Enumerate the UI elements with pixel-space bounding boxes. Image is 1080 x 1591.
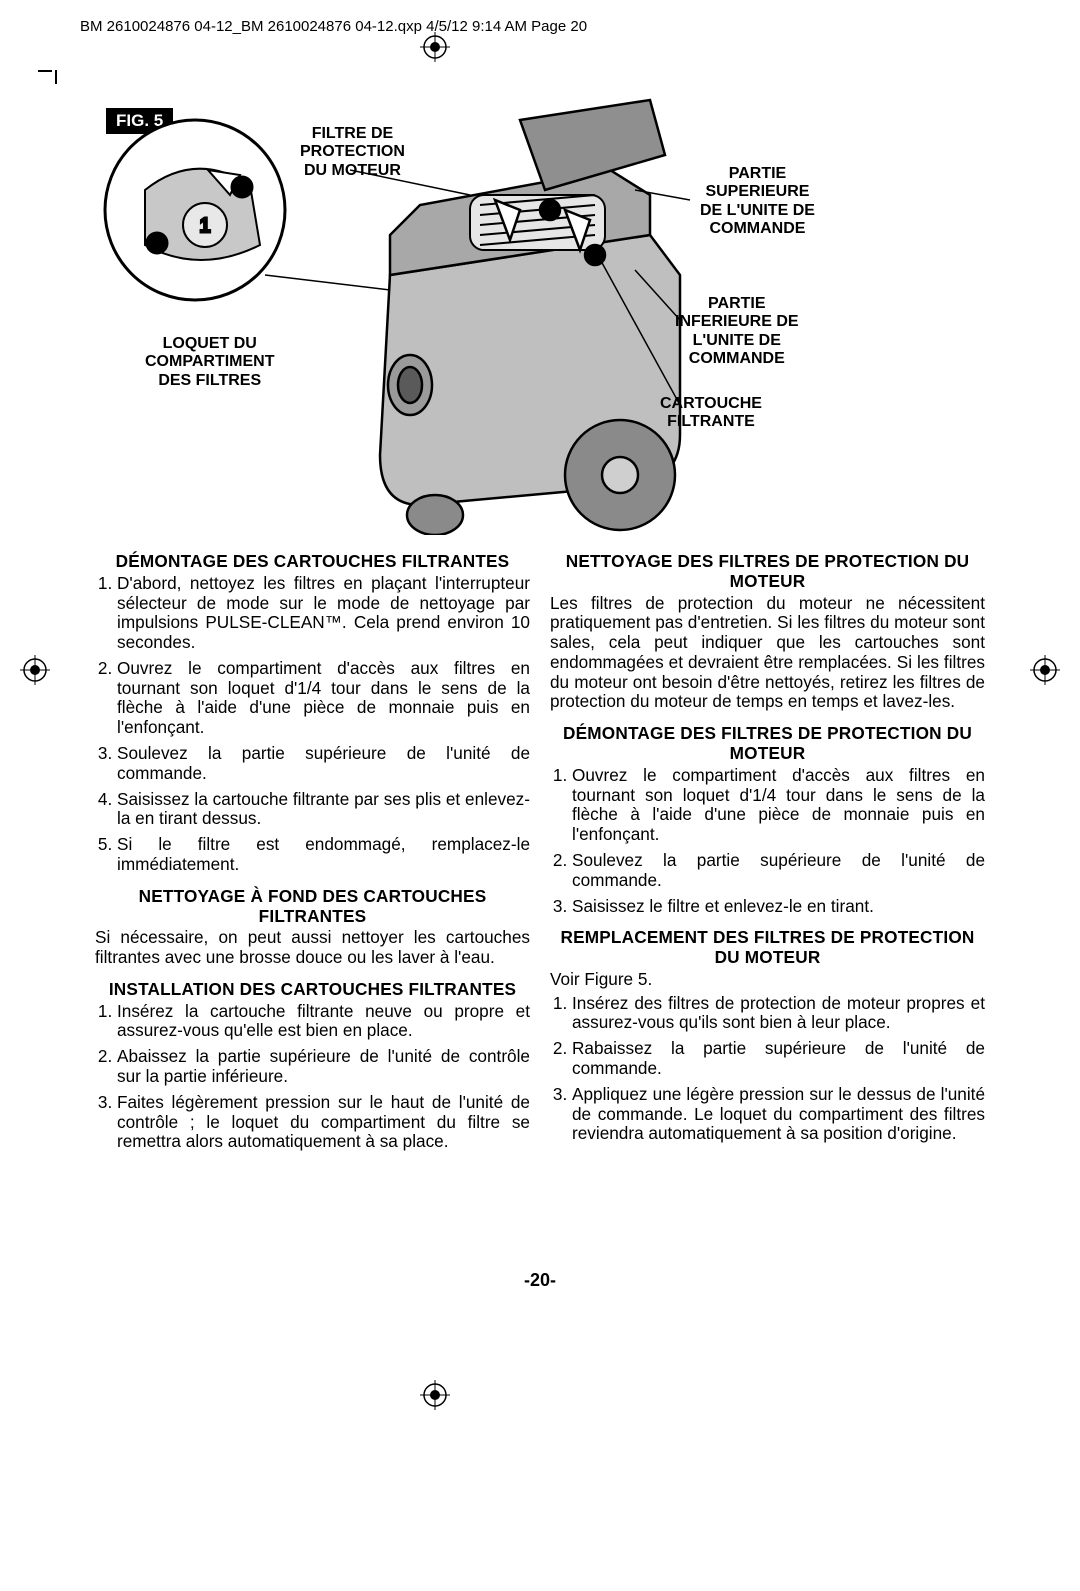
list-item: Si le filtre est endommagé, remplacez-le… xyxy=(117,835,530,875)
crop-line xyxy=(38,70,52,72)
list-item: Insérez des filtres de protection de mot… xyxy=(572,994,985,1034)
list-item: Ouvrez le compartiment d'accès aux filtr… xyxy=(572,766,985,845)
callout-cartridge: CARTOUCHEFILTRANTE xyxy=(660,395,762,432)
list-item: D'abord, nettoyez les filtres en plaçant… xyxy=(117,574,530,653)
callout-latch: LOQUET DUCOMPARTIMENTDES FILTRES xyxy=(145,335,274,390)
heading-deep-clean: NETTOYAGE À FOND DES CARTOUCHES FILTRANT… xyxy=(95,887,530,927)
list-item: Insérez la cartouche filtrante neuve ou … xyxy=(117,1002,530,1042)
crop-line xyxy=(55,70,57,84)
figure-5: 4 3 1 2 1 xyxy=(90,95,990,535)
para-see-figure: Voir Figure 5. xyxy=(550,970,985,990)
heading-install-cartridges: INSTALLATION DES CARTOUCHES FILTRANTES xyxy=(95,980,530,1000)
list-replace-motor-filters: Insérez des filtres de protection de mot… xyxy=(550,994,985,1144)
page-number: -20- xyxy=(0,1270,1080,1291)
list-item: Saisissez le filtre et enlevez-le en tir… xyxy=(572,897,985,917)
list-item: Soulevez la partie supérieure de l'unité… xyxy=(117,744,530,784)
text-columns: DÉMONTAGE DES CARTOUCHES FILTRANTES D'ab… xyxy=(95,540,985,1158)
print-header: BM 2610024876 04-12_BM 2610024876 04-12.… xyxy=(80,18,587,35)
heading-clean-motor-filters: NETTOYAGE DES FILTRES DE PROTECTION DU M… xyxy=(550,552,985,592)
para-clean-motor-filters: Les filtres de protection du moteur ne n… xyxy=(550,594,985,713)
left-column: DÉMONTAGE DES CARTOUCHES FILTRANTES D'ab… xyxy=(95,540,530,1158)
list-item: Appliquez une légère pression sur le des… xyxy=(572,1085,985,1144)
svg-text:1: 1 xyxy=(199,215,210,237)
heading-replace-motor-filters: REMPLACEMENT DES FILTRES DE PROTECTION D… xyxy=(550,928,985,968)
heading-demount-cartridges: DÉMONTAGE DES CARTOUCHES FILTRANTES xyxy=(95,552,530,572)
registration-mark-bottom xyxy=(420,1380,450,1410)
list-demount-cartridges: D'abord, nettoyez les filtres en plaçant… xyxy=(95,574,530,875)
svg-text:4: 4 xyxy=(546,203,554,218)
list-item: Saisissez la cartouche filtrante par ses… xyxy=(117,790,530,830)
list-item: Faites légèrement pression sur le haut d… xyxy=(117,1093,530,1152)
right-column: NETTOYAGE DES FILTRES DE PROTECTION DU M… xyxy=(550,540,985,1158)
callout-top-unit: PARTIESUPERIEUREDE L'UNITE DECOMMANDE xyxy=(700,165,815,239)
list-item: Abaissez la partie supérieure de l'unité… xyxy=(117,1047,530,1087)
registration-mark-right xyxy=(1030,655,1060,685)
list-item: Ouvrez le compartiment d'accès aux filtr… xyxy=(117,659,530,738)
registration-mark-left xyxy=(20,655,50,685)
registration-mark-top xyxy=(420,32,450,62)
callout-bottom-unit: PARTIEINFERIEURE DEL'UNITE DECOMMANDE xyxy=(675,295,799,369)
list-install-cartridges: Insérez la cartouche filtrante neuve ou … xyxy=(95,1002,530,1152)
callout-filter-motor: FILTRE DEPROTECTIONDU MOTEUR xyxy=(300,125,405,180)
list-demount-motor-filters: Ouvrez le compartiment d'accès aux filtr… xyxy=(550,766,985,916)
para-deep-clean: Si nécessaire, on peut aussi nettoyer le… xyxy=(95,928,530,968)
svg-text:2: 2 xyxy=(238,180,245,195)
list-item: Soulevez la partie supérieure de l'unité… xyxy=(572,851,985,891)
figure-illustration: 4 3 1 2 1 xyxy=(90,95,990,535)
page: BM 2610024876 04-12_BM 2610024876 04-12.… xyxy=(0,0,1080,1591)
list-item: Rabaissez la partie supérieure de l'unit… xyxy=(572,1039,985,1079)
svg-text:1: 1 xyxy=(153,236,160,251)
heading-demount-motor-filters: DÉMONTAGE DES FILTRES DE PROTECTION DU M… xyxy=(550,724,985,764)
